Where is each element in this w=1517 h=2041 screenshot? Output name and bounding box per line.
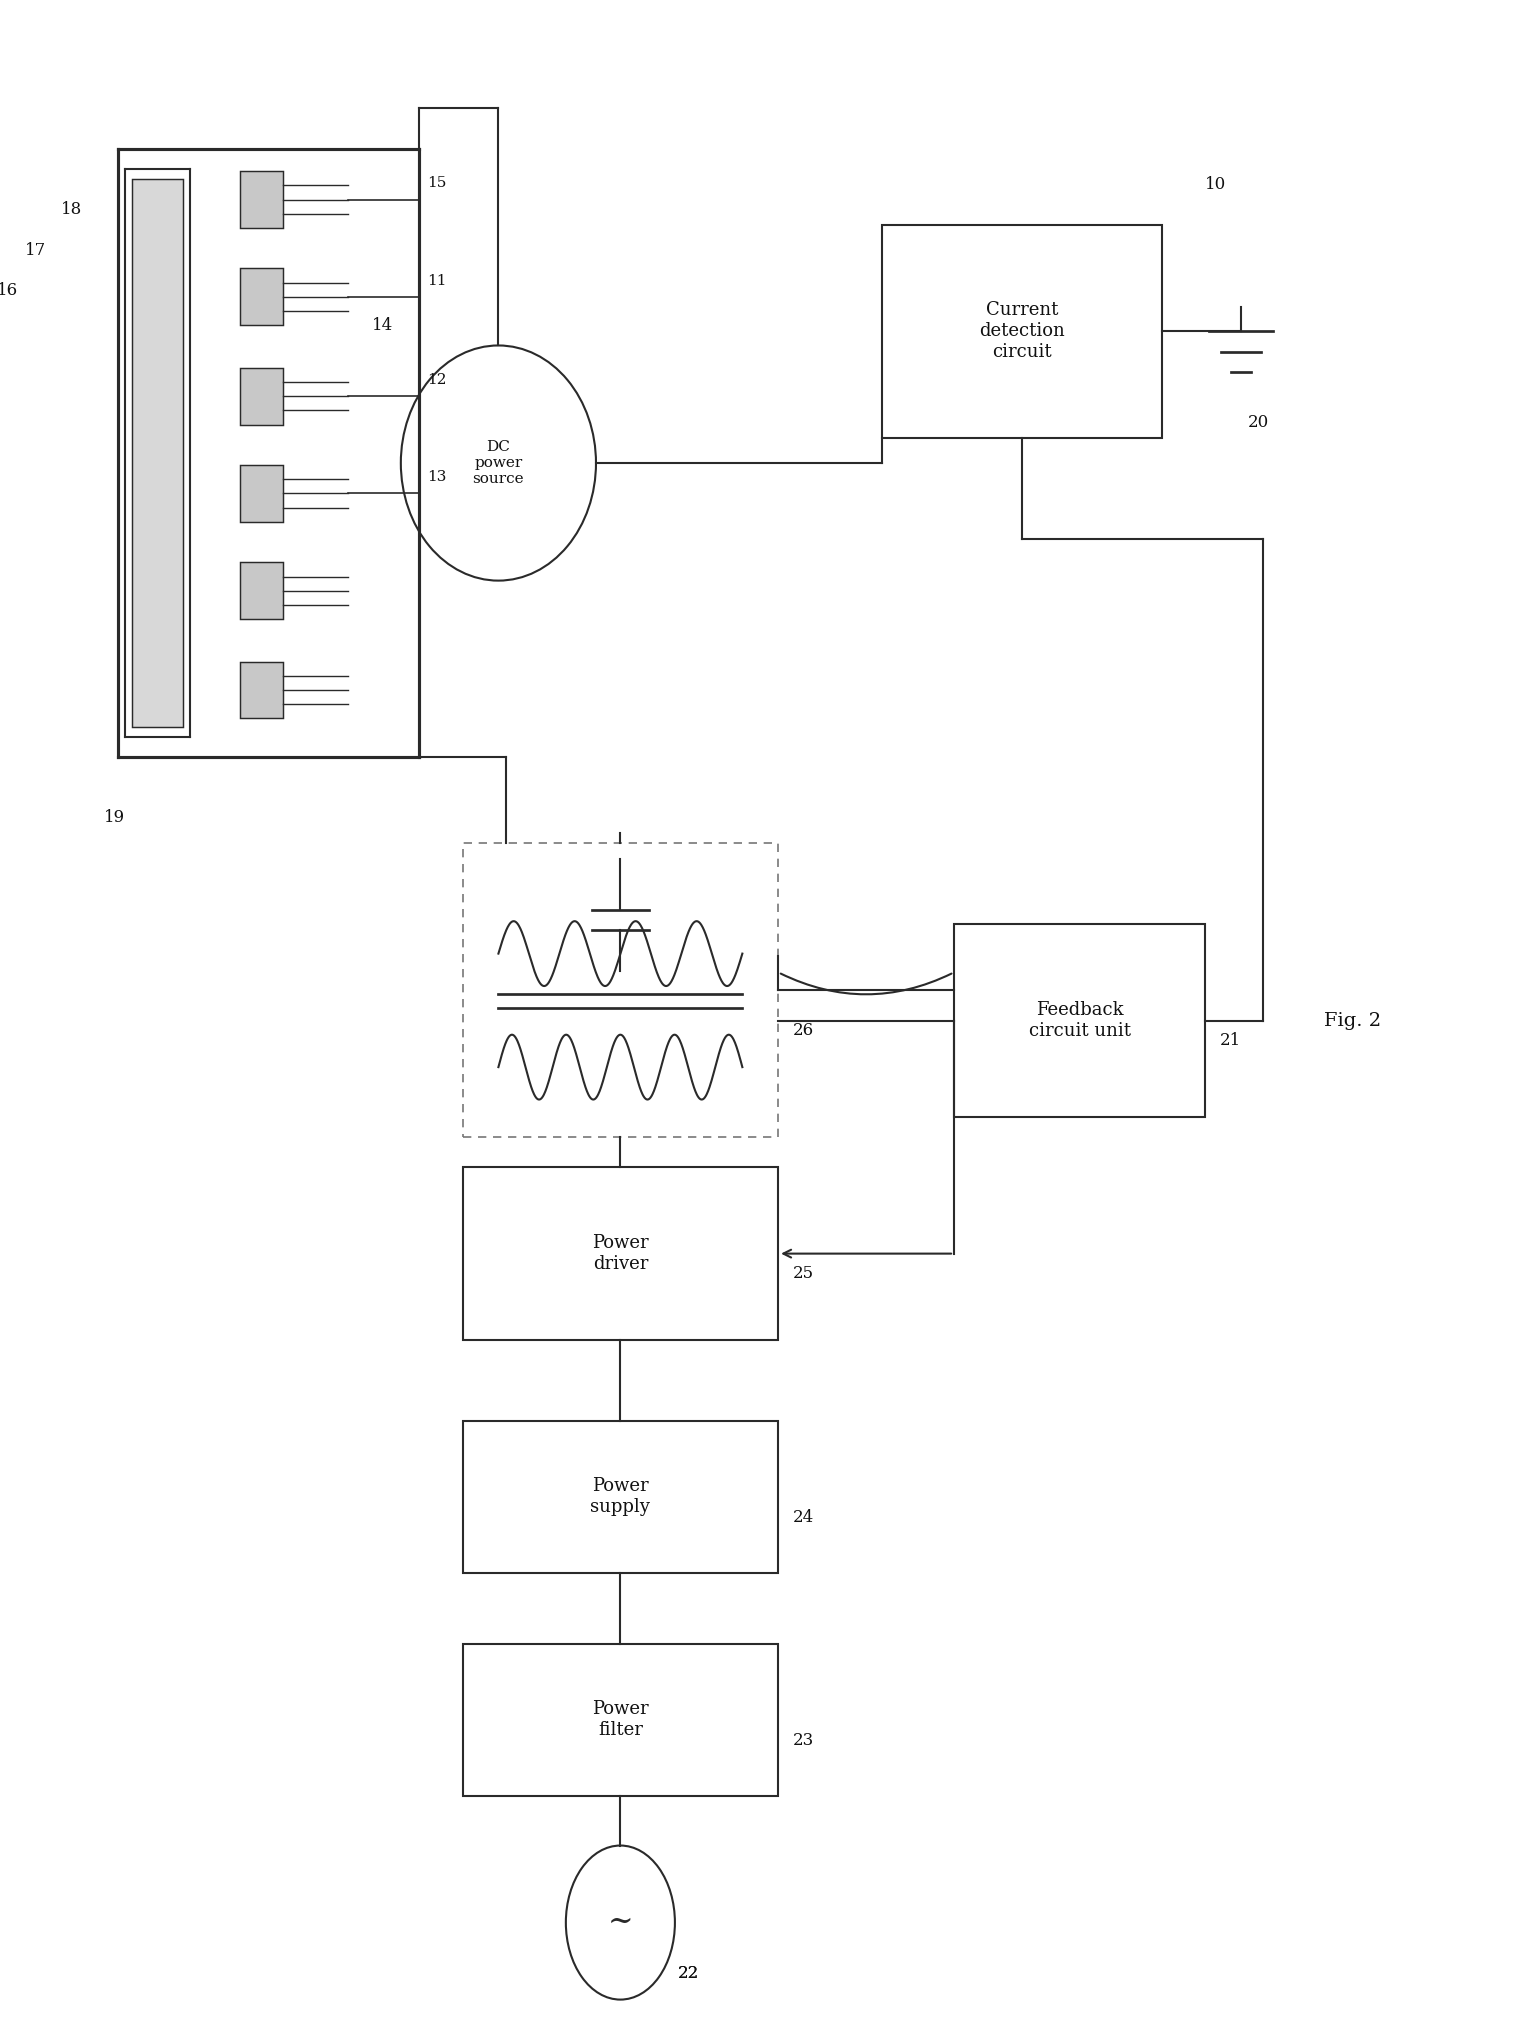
Text: 25: 25 [792, 1265, 813, 1282]
Text: 14: 14 [372, 316, 393, 333]
Text: 19: 19 [103, 810, 124, 827]
Text: 24: 24 [792, 1508, 813, 1525]
Text: 20: 20 [1248, 414, 1270, 431]
Text: 23: 23 [792, 1731, 813, 1749]
Bar [240, 171, 284, 229]
Text: 15: 15 [426, 176, 446, 190]
Text: 22: 22 [678, 1965, 699, 1982]
Bar [463, 1421, 778, 1574]
Text: DC
power
source: DC power source [473, 441, 525, 486]
Text: Power
filter: Power filter [592, 1700, 649, 1739]
Text: Current
detection
circuit: Current detection circuit [980, 302, 1065, 361]
Text: 17: 17 [26, 241, 47, 259]
Text: 12: 12 [426, 374, 446, 388]
Ellipse shape [400, 345, 596, 580]
Bar [240, 269, 284, 325]
Text: Feedback
circuit unit: Feedback circuit unit [1029, 1000, 1130, 1041]
Text: 10: 10 [1204, 176, 1226, 192]
Text: 11: 11 [426, 273, 446, 288]
Bar [463, 843, 778, 1137]
Bar [954, 925, 1204, 1116]
Text: Power
driver: Power driver [592, 1235, 649, 1274]
Text: 13: 13 [426, 469, 446, 484]
Bar [240, 563, 284, 618]
Bar [463, 1167, 778, 1339]
Text: 18: 18 [61, 202, 82, 218]
Circle shape [566, 1845, 675, 2000]
Bar [240, 661, 284, 718]
Bar [240, 465, 284, 522]
Bar [883, 225, 1162, 437]
Text: 16: 16 [0, 282, 18, 300]
Bar [463, 1643, 778, 1796]
Bar [240, 367, 284, 425]
Bar [132, 180, 182, 727]
Text: Fig. 2: Fig. 2 [1323, 1012, 1380, 1029]
Text: Power
supply: Power supply [590, 1478, 651, 1516]
Text: 22: 22 [678, 1965, 699, 1982]
Text: 26: 26 [792, 1023, 813, 1039]
Text: ~: ~ [608, 1906, 633, 1939]
Text: 21: 21 [1220, 1033, 1241, 1049]
